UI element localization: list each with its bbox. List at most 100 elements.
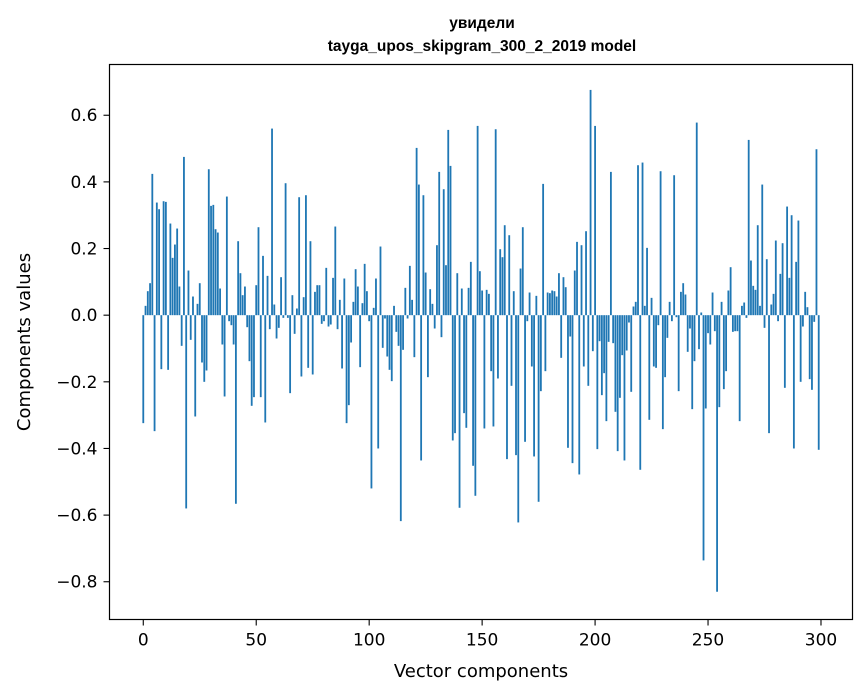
bar xyxy=(655,315,657,368)
bar xyxy=(329,315,332,325)
bar xyxy=(221,315,224,345)
bar xyxy=(194,315,197,417)
bar xyxy=(616,315,619,452)
bar xyxy=(449,165,452,316)
bar xyxy=(144,305,147,316)
bar xyxy=(725,315,728,372)
bar xyxy=(813,315,816,322)
bar xyxy=(411,299,414,316)
bar xyxy=(404,287,407,316)
bar xyxy=(230,315,233,326)
bar xyxy=(684,294,687,316)
bar xyxy=(481,290,484,316)
x-tick-label: 200 xyxy=(579,631,611,651)
bar xyxy=(752,285,755,316)
bar xyxy=(153,315,156,432)
bar xyxy=(745,315,748,318)
bar xyxy=(334,226,337,316)
bar xyxy=(707,315,709,334)
bar xyxy=(223,315,226,397)
bar xyxy=(546,292,549,316)
bar xyxy=(350,315,353,343)
bar xyxy=(689,315,691,329)
plot-frame xyxy=(108,63,854,621)
bar xyxy=(777,315,779,322)
bar xyxy=(738,315,741,422)
bar xyxy=(458,315,461,508)
bar xyxy=(327,315,330,327)
bar xyxy=(440,315,443,338)
bar xyxy=(700,312,703,316)
bar xyxy=(158,209,160,316)
bar xyxy=(650,297,653,316)
bar xyxy=(741,305,743,316)
bar xyxy=(169,223,172,316)
x-tick-label: 0 xyxy=(138,631,149,651)
bar xyxy=(257,227,260,316)
bar xyxy=(368,315,371,322)
bar xyxy=(646,247,648,316)
y-axis-ticks: −0.8 −0.6 −0.4 −0.2 0.0 0.2 0.4 0.6 xyxy=(56,106,110,593)
bar xyxy=(259,315,262,398)
bar xyxy=(774,240,777,316)
bar xyxy=(214,229,217,316)
bar xyxy=(476,125,479,316)
bar xyxy=(469,261,472,316)
bar xyxy=(320,315,323,324)
bar xyxy=(729,267,732,316)
bar xyxy=(630,315,633,392)
bar xyxy=(413,315,416,358)
bar xyxy=(291,295,294,316)
bar xyxy=(232,315,235,345)
bar xyxy=(300,315,303,377)
bar xyxy=(325,267,328,316)
bar xyxy=(451,315,454,441)
bar xyxy=(275,315,278,339)
bar xyxy=(155,202,158,316)
bar xyxy=(698,315,700,350)
bar xyxy=(704,315,707,409)
bar xyxy=(639,315,642,470)
bar xyxy=(539,315,542,392)
bar xyxy=(318,285,321,316)
bar xyxy=(305,195,307,316)
bar xyxy=(237,241,240,316)
bar xyxy=(759,305,761,316)
y-axis-label: Components values xyxy=(14,253,35,431)
bar xyxy=(718,315,721,408)
bar xyxy=(750,260,752,316)
bar xyxy=(250,315,253,406)
bar xyxy=(802,315,804,327)
bar xyxy=(578,315,581,475)
bar xyxy=(693,315,696,362)
bar xyxy=(797,220,800,316)
bar xyxy=(332,277,334,316)
bar xyxy=(356,286,359,316)
bar xyxy=(375,278,377,316)
bar xyxy=(587,315,590,386)
bar xyxy=(702,315,705,561)
bar xyxy=(634,301,637,316)
bar xyxy=(682,283,685,316)
bar xyxy=(248,315,251,362)
bar xyxy=(648,315,651,420)
bar xyxy=(490,315,493,372)
bar xyxy=(609,171,612,316)
bar xyxy=(196,303,199,316)
bar xyxy=(558,273,560,316)
bar xyxy=(363,263,366,316)
bar xyxy=(386,315,389,357)
y-tick-label: 0.0 xyxy=(70,306,97,326)
bar xyxy=(621,315,624,356)
bar xyxy=(524,315,526,442)
bar xyxy=(309,241,312,316)
bar xyxy=(508,235,511,316)
bar xyxy=(736,315,739,332)
bar xyxy=(605,315,608,422)
bar xyxy=(336,315,339,330)
bar xyxy=(711,292,714,316)
bar xyxy=(420,315,423,461)
bar xyxy=(497,315,499,379)
bar xyxy=(239,273,242,316)
bar xyxy=(203,315,206,382)
